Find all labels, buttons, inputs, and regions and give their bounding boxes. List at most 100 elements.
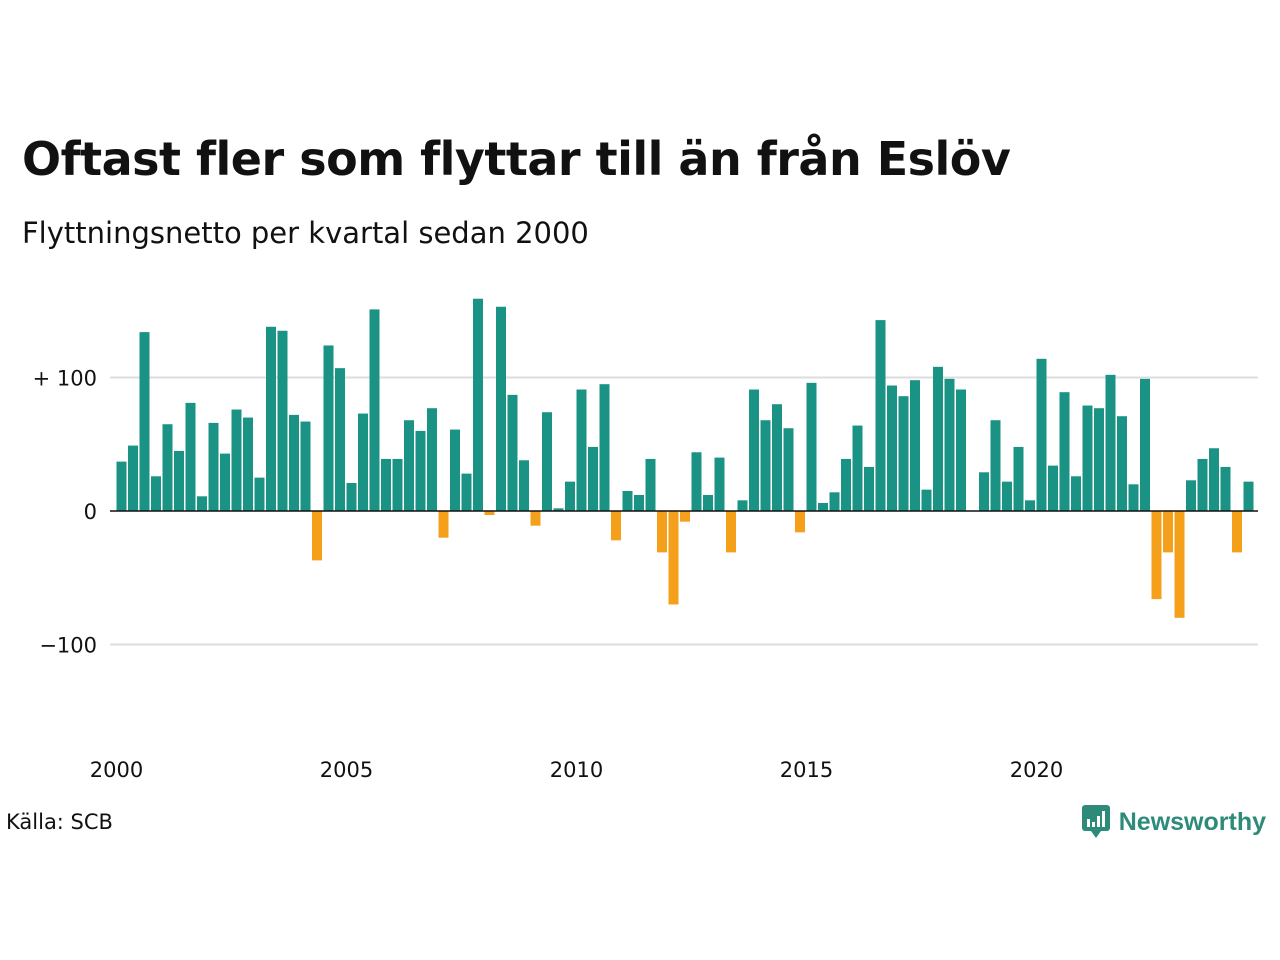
bar bbox=[772, 404, 782, 511]
bar bbox=[519, 460, 529, 511]
x-axis-labels: 2000 2005 2010 2015 2020 bbox=[90, 758, 1063, 782]
bar bbox=[1094, 408, 1104, 511]
bars bbox=[116, 298, 1254, 618]
bar bbox=[634, 494, 644, 511]
bar bbox=[1243, 481, 1254, 511]
bar bbox=[231, 409, 242, 511]
bar bbox=[1232, 511, 1242, 553]
bar bbox=[703, 494, 713, 511]
bar bbox=[1025, 500, 1035, 511]
bar bbox=[680, 511, 690, 522]
bar bbox=[208, 422, 219, 511]
y-tick-label: −100 bbox=[39, 634, 97, 658]
bar bbox=[1220, 466, 1231, 511]
x-tick-label: 2005 bbox=[320, 758, 373, 782]
bar bbox=[1209, 448, 1219, 511]
x-tick-label: 2015 bbox=[780, 758, 833, 782]
bar bbox=[220, 453, 230, 512]
bar bbox=[312, 511, 322, 561]
bar bbox=[1071, 476, 1081, 511]
bar bbox=[726, 511, 736, 553]
y-tick-label: 0 bbox=[84, 500, 97, 524]
x-tick-label: 2020 bbox=[1010, 758, 1063, 782]
bar bbox=[576, 389, 587, 511]
bar bbox=[427, 408, 437, 511]
bar bbox=[979, 472, 989, 511]
bar bbox=[795, 511, 805, 533]
y-axis-labels: + 100 0 −100 bbox=[33, 367, 97, 658]
chart-bubble-icon bbox=[1081, 805, 1110, 838]
bar bbox=[300, 421, 311, 511]
bar bbox=[1151, 511, 1162, 600]
bar bbox=[956, 389, 966, 511]
x-tick-label: 2010 bbox=[550, 758, 603, 782]
bar bbox=[197, 496, 207, 511]
bar bbox=[1128, 484, 1139, 511]
chart-title: Oftast fler som flyttar till än från Esl… bbox=[22, 132, 1011, 186]
bar bbox=[1048, 465, 1058, 511]
bar bbox=[818, 502, 828, 511]
bar bbox=[450, 429, 460, 511]
bar bbox=[128, 445, 138, 511]
bar bbox=[266, 326, 276, 511]
bar bbox=[116, 461, 127, 511]
bar bbox=[565, 481, 575, 511]
bar bbox=[323, 345, 334, 511]
source-note: Källa: SCB bbox=[6, 810, 113, 834]
bar bbox=[484, 511, 495, 515]
bar bbox=[496, 306, 506, 511]
bar bbox=[404, 420, 414, 511]
bar bbox=[530, 511, 541, 526]
bar bbox=[1140, 378, 1150, 511]
bar bbox=[507, 394, 518, 511]
bar bbox=[1082, 405, 1093, 511]
bar bbox=[622, 490, 633, 511]
bar bbox=[1163, 511, 1173, 553]
bar bbox=[1197, 458, 1208, 511]
bar bbox=[174, 450, 184, 511]
bar bbox=[611, 511, 621, 541]
bar bbox=[369, 309, 380, 511]
bar bbox=[944, 378, 955, 511]
bar bbox=[185, 402, 196, 511]
x-tick-label: 2000 bbox=[90, 758, 143, 782]
bar bbox=[1174, 511, 1185, 618]
bar bbox=[1105, 374, 1116, 511]
bar bbox=[714, 457, 725, 511]
gridlines bbox=[110, 376, 1258, 646]
bar bbox=[783, 428, 794, 511]
newsworthy-logo: Newsworthy bbox=[1081, 804, 1266, 840]
bar bbox=[645, 458, 656, 511]
bar bbox=[852, 425, 863, 511]
bar bbox=[392, 458, 403, 511]
bar bbox=[841, 458, 851, 511]
bar bbox=[553, 508, 564, 511]
bar bbox=[887, 385, 897, 511]
bar bbox=[1059, 392, 1070, 511]
bar bbox=[599, 384, 610, 512]
bar bbox=[760, 420, 771, 511]
bar bbox=[657, 511, 667, 553]
bar bbox=[933, 366, 943, 511]
bar bbox=[1002, 481, 1012, 511]
bar bbox=[139, 332, 150, 511]
bar bbox=[898, 396, 909, 511]
bar bbox=[990, 420, 1001, 511]
bar bbox=[829, 492, 840, 511]
brand-name: Newsworthy bbox=[1118, 807, 1266, 836]
bar bbox=[910, 380, 920, 511]
bar bbox=[346, 482, 357, 511]
bar bbox=[473, 298, 483, 511]
bar bbox=[162, 424, 173, 511]
bar bbox=[243, 417, 253, 511]
bar bbox=[415, 430, 426, 511]
bar bbox=[358, 413, 368, 511]
bar bbox=[1186, 480, 1196, 511]
bar bbox=[254, 477, 265, 512]
bar bbox=[1013, 446, 1024, 511]
bar bbox=[806, 382, 817, 511]
bar bbox=[542, 412, 552, 511]
bar bbox=[668, 511, 679, 605]
bar bbox=[289, 414, 299, 511]
